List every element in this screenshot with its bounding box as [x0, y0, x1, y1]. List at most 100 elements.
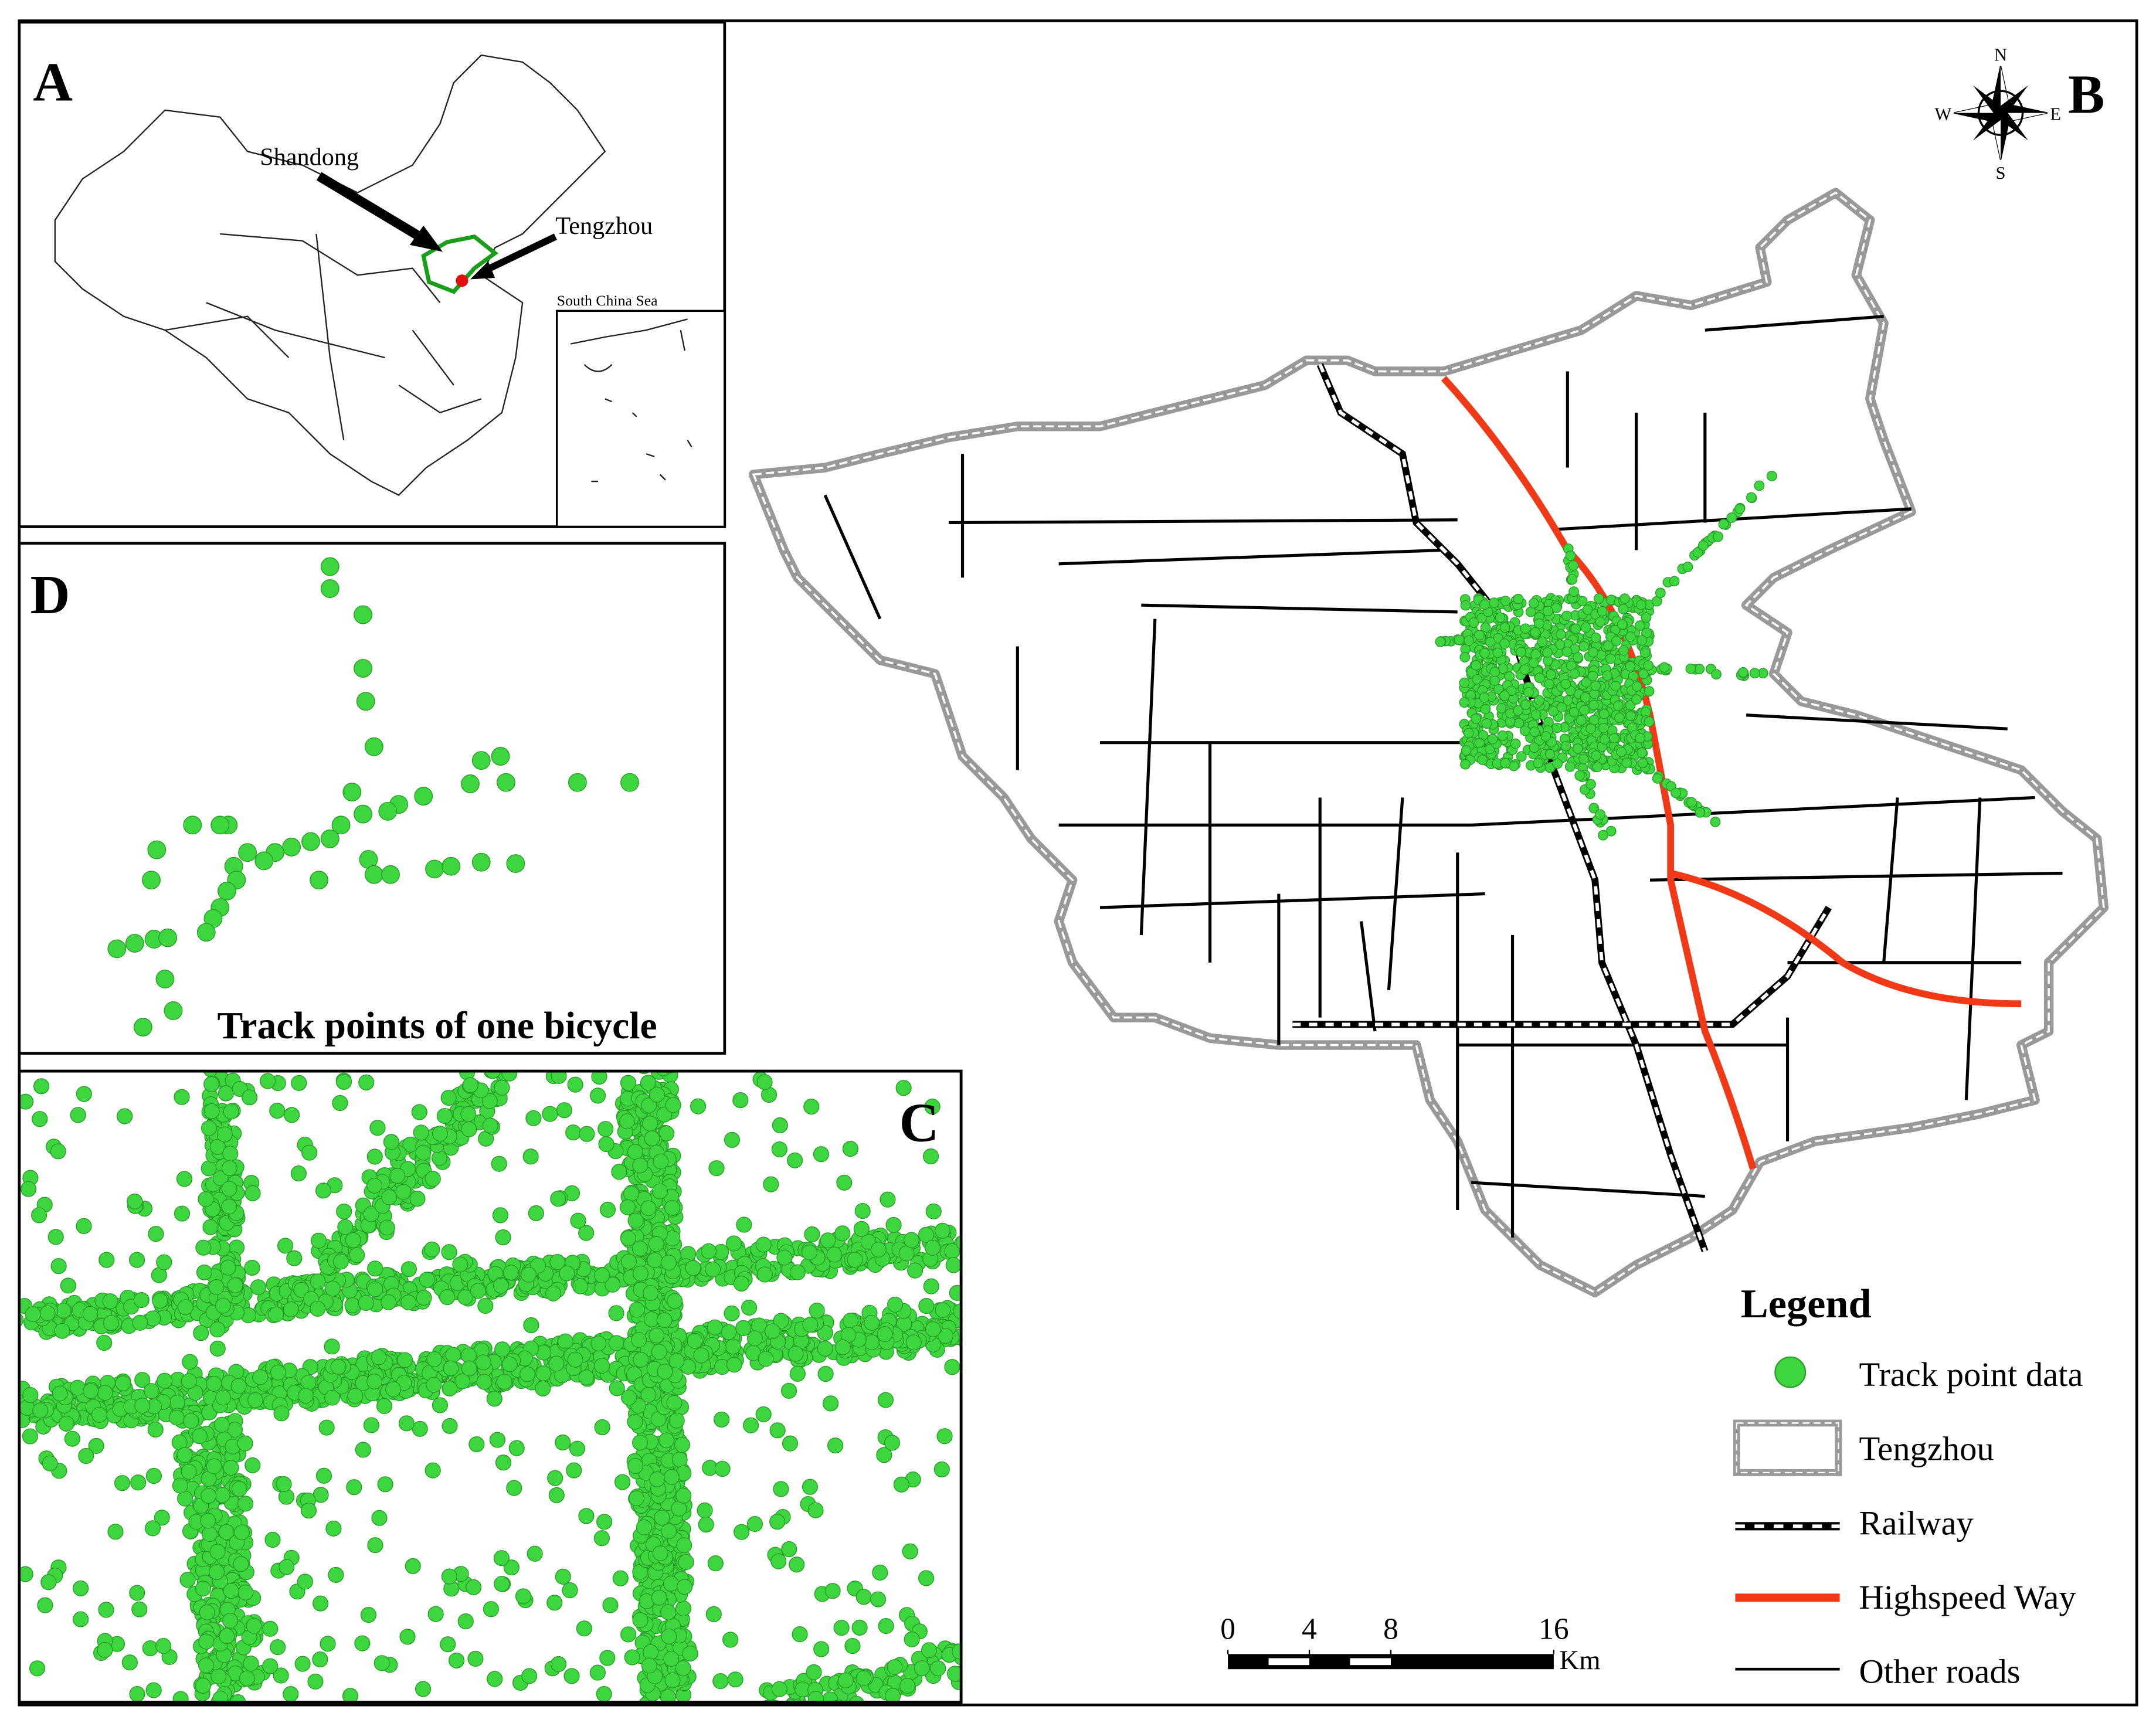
track-point: [385, 1381, 402, 1398]
track-point: [315, 1182, 332, 1199]
track-point: [440, 1090, 457, 1106]
track-point: [878, 1617, 894, 1634]
track-point: [147, 840, 167, 859]
track-point: [833, 1620, 850, 1636]
track-point: [371, 1510, 388, 1526]
track-point: [660, 1604, 677, 1620]
track-point: [665, 1097, 681, 1113]
track-point: [1499, 638, 1510, 649]
track-point: [567, 1076, 583, 1093]
track-point: [1479, 648, 1490, 659]
track-point: [400, 1294, 417, 1311]
track-point: [1746, 492, 1757, 503]
track-point: [415, 1681, 432, 1697]
track-point: [279, 1559, 295, 1575]
track-point: [714, 1460, 731, 1477]
track-point: [195, 1581, 211, 1597]
track-point: [259, 1073, 276, 1089]
track-point: [491, 747, 510, 766]
track-point: [315, 1467, 332, 1484]
scale-label: 4: [1302, 1613, 1317, 1646]
track-point: [174, 1089, 190, 1105]
track-point: [620, 1075, 637, 1091]
track-point: [802, 1316, 819, 1333]
track-point: [133, 1292, 150, 1309]
track-point: [1530, 627, 1541, 638]
track-point: [596, 1686, 612, 1702]
track-point: [215, 1389, 232, 1406]
track-point: [1588, 647, 1598, 658]
arrow-head: [409, 225, 443, 252]
track-point: [602, 1597, 619, 1613]
track-point: [176, 1171, 193, 1187]
track-point: [1734, 504, 1745, 514]
track-point: [627, 1458, 644, 1474]
track-point: [557, 1333, 573, 1350]
track-point: [489, 1432, 506, 1448]
track-point: [1460, 759, 1471, 770]
arrow: [482, 233, 557, 274]
track-point: [132, 1314, 148, 1331]
track-point: [1637, 757, 1648, 769]
track-point: [1468, 617, 1479, 628]
track-point: [934, 1222, 951, 1239]
track-point: [301, 1144, 318, 1161]
track-point: [535, 1380, 551, 1396]
track-point: [331, 815, 351, 835]
track-point: [594, 1358, 610, 1374]
track-point: [734, 1524, 750, 1540]
track-point: [789, 1557, 805, 1573]
track-point: [690, 1098, 707, 1114]
track-point: [641, 1657, 657, 1674]
track-point: [443, 1360, 459, 1377]
track-point: [1636, 635, 1648, 646]
track-point: [675, 1660, 691, 1677]
track-point: [578, 1369, 595, 1386]
arrow-head: [470, 261, 495, 280]
track-point: [216, 1126, 233, 1143]
track-point: [1617, 619, 1628, 630]
track-point: [621, 1389, 637, 1406]
track-point: [310, 1232, 327, 1249]
track-point: [129, 1686, 145, 1702]
track-point: [743, 1417, 759, 1433]
track-point: [198, 1657, 215, 1674]
track-point: [1485, 637, 1496, 648]
track-point: [223, 1103, 239, 1120]
track-point: [290, 1165, 307, 1182]
track-point: [1631, 681, 1642, 692]
track-point: [439, 1289, 456, 1306]
track-point: [1669, 576, 1680, 587]
track-point: [1460, 600, 1471, 611]
track-point: [550, 1656, 567, 1673]
track-point: [763, 1176, 779, 1192]
track-point: [620, 1626, 637, 1643]
track-point: [1563, 695, 1573, 706]
track-point: [168, 1409, 185, 1426]
track-point: [358, 1074, 375, 1090]
track-point: [780, 1382, 797, 1399]
track-point: [461, 774, 480, 793]
scale-label: 0: [1220, 1613, 1235, 1646]
track-point: [855, 1589, 872, 1605]
track-point: [1481, 718, 1492, 729]
track-point: [820, 1232, 836, 1249]
track-point: [215, 1297, 231, 1314]
track-point: [895, 1080, 912, 1096]
track-point: [769, 1422, 786, 1439]
track-point: [649, 1086, 666, 1103]
track-point: [293, 1282, 310, 1298]
compass: N S E W: [1934, 45, 2061, 183]
track-point: [76, 1086, 92, 1102]
track-point: [887, 1659, 903, 1676]
track-point: [426, 1377, 442, 1393]
track-point: [494, 1079, 510, 1096]
track-point: [555, 1434, 571, 1451]
track-point: [398, 1415, 415, 1432]
track-point: [608, 1335, 624, 1351]
other-roads: [823, 315, 2063, 1238]
track-point: [1554, 639, 1566, 650]
track-point: [335, 1073, 352, 1090]
track-point: [250, 1279, 266, 1296]
